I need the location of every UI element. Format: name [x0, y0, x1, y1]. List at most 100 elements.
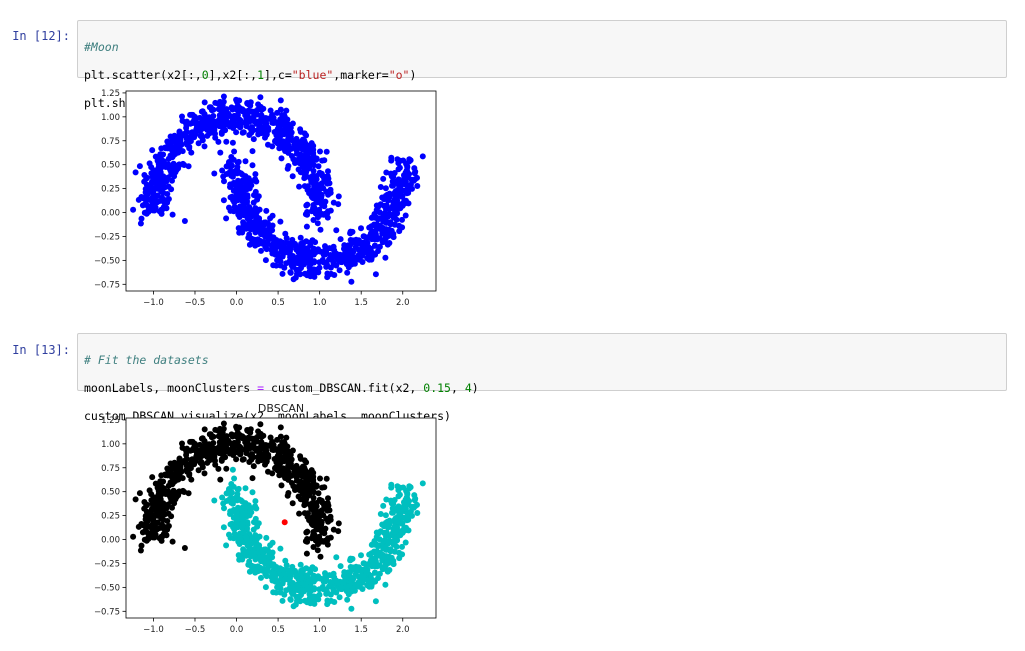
scatter-point [402, 539, 409, 546]
scatter-point [197, 124, 204, 131]
scatter-point [301, 153, 308, 160]
scatter-point [220, 197, 227, 204]
scatter-point [199, 461, 206, 468]
scatter-point [302, 270, 308, 277]
scatter-point [168, 495, 175, 502]
scatter-point [223, 465, 230, 472]
scatter-point [303, 169, 310, 176]
scatter-point [400, 157, 407, 164]
scatter-point [208, 124, 215, 130]
scatter-point [373, 529, 380, 536]
scatter-point [150, 504, 157, 511]
scatter-point [310, 494, 317, 501]
scatter-point [388, 157, 395, 164]
cell-prompt: In [13]: [12, 343, 70, 357]
scatter-point [255, 222, 262, 229]
scatter-point [375, 216, 381, 223]
scatter-point [181, 162, 188, 168]
scatter-point [253, 505, 260, 512]
scatter-point [175, 476, 182, 483]
scatter-point [235, 225, 242, 232]
code-token: moonLabels, moonClusters [84, 381, 258, 395]
scatter-point [380, 502, 387, 509]
scatter-point [368, 254, 375, 261]
scatter-point [269, 227, 276, 234]
scatter-point [181, 489, 188, 495]
scatter-point [160, 173, 167, 180]
scatter-point [341, 569, 348, 576]
scatter-point [322, 570, 328, 577]
scatter-point [308, 476, 315, 483]
scatter-point [399, 216, 405, 223]
y-tick-label: −0.50 [94, 256, 120, 266]
scatter-point [274, 584, 281, 591]
scatter-point [255, 549, 262, 556]
code-token: "o" [388, 68, 410, 82]
scatter-point [325, 168, 331, 175]
scatter-point [324, 214, 331, 221]
scatter-point [303, 202, 310, 209]
scatter-point [188, 149, 195, 156]
scatter-point [277, 433, 284, 440]
scatter-point [261, 232, 268, 239]
scatter-point [277, 424, 284, 431]
scatter-point [183, 445, 190, 452]
scatter-point [317, 148, 323, 155]
scatter-point [250, 127, 257, 134]
code-cell-input[interactable]: # Fit the datasets moonLabels, moonClust… [77, 333, 1007, 423]
chart-title: DBSCAN [258, 402, 304, 415]
scatter-point [230, 483, 237, 490]
scatter-point [258, 439, 265, 446]
scatter-point [146, 487, 153, 494]
scatter-point [234, 429, 241, 436]
scatter-point [149, 198, 156, 205]
scatter-point [204, 453, 211, 460]
scatter-point [376, 536, 383, 543]
code-comment: # Fit the datasets [84, 353, 209, 367]
scatter-point [386, 226, 393, 233]
scatter-point [149, 147, 156, 154]
scatter-point [348, 605, 355, 612]
scatter-point [181, 132, 188, 139]
scatter-point [322, 525, 329, 532]
scatter-point [315, 214, 321, 221]
scatter-point [219, 494, 226, 501]
scatter-point [374, 236, 381, 243]
scatter-point [157, 151, 164, 158]
scatter-point [259, 553, 266, 560]
scatter-point [341, 242, 348, 249]
scatter-point [137, 220, 144, 227]
scatter-point [135, 196, 142, 203]
scatter-point [251, 112, 258, 119]
x-tick-label: −1.0 [143, 298, 164, 308]
y-tick-label: 0.50 [101, 161, 120, 171]
scatter-point [233, 518, 240, 524]
y-tick-label: 0.50 [101, 488, 120, 498]
scatter-point [142, 516, 149, 523]
scatter-point [303, 550, 310, 557]
scatter-point [252, 498, 259, 505]
scatter-point [223, 215, 230, 222]
scatter-point [323, 575, 330, 582]
scatter-point [154, 484, 161, 491]
scatter-point [304, 211, 311, 218]
scatter-point [199, 134, 206, 141]
y-tick-label: −0.75 [94, 607, 120, 617]
scatter-point [389, 505, 396, 512]
scatter-point [169, 147, 175, 154]
scatter-point [206, 445, 213, 452]
scatter-point [181, 545, 188, 551]
scatter-point [337, 236, 344, 243]
scatter-point [135, 523, 142, 530]
scatter-point [246, 231, 253, 238]
scatter-point [317, 226, 324, 233]
scatter-point [152, 194, 159, 201]
scatter-point [372, 223, 379, 230]
code-cell-input[interactable]: #Moon plt.scatter(x2[:,0],x2[:,1],c="blu… [77, 20, 1007, 110]
scatter-point [246, 459, 253, 465]
scatter-point [233, 129, 240, 136]
scatter-point [170, 160, 177, 167]
scatter-point [395, 493, 402, 500]
scatter-point [305, 578, 312, 585]
scatter-point [287, 596, 294, 603]
